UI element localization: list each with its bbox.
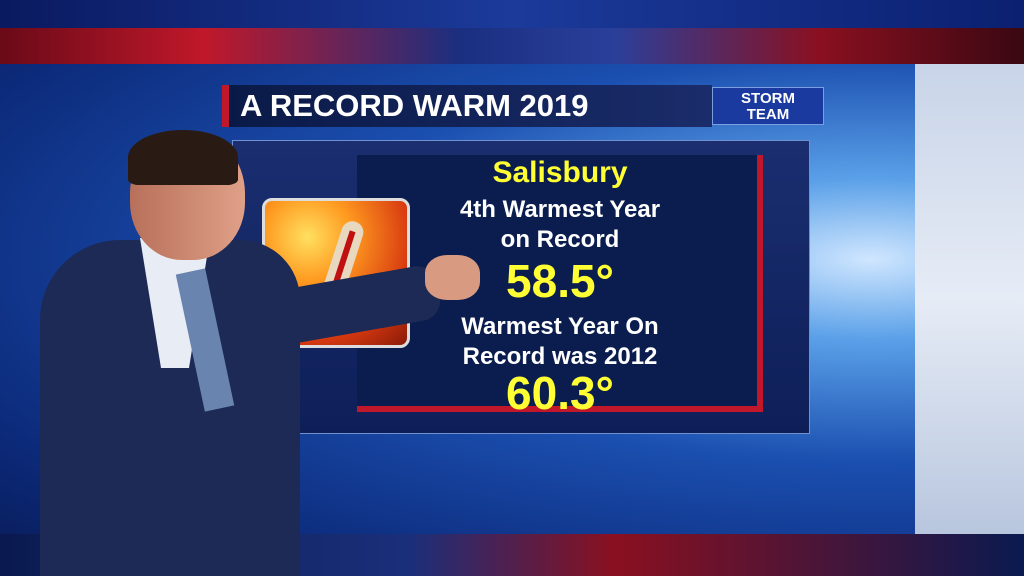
meteorologist bbox=[40, 130, 480, 576]
graphic-title: A RECORD WARM 2019 bbox=[240, 88, 589, 123]
storm-team-logo: STORM TEAM bbox=[712, 87, 824, 125]
logo-text-1: STORM bbox=[741, 90, 795, 107]
record-line-1: Warmest Year On bbox=[461, 313, 659, 340]
location-name: Salisbury bbox=[492, 156, 628, 189]
rank-line-2: on Record bbox=[500, 226, 620, 253]
logo-text-2: TEAM bbox=[746, 106, 790, 123]
record-temp: 60.3° bbox=[506, 367, 614, 419]
top-strip bbox=[0, 0, 1024, 28]
top-banner bbox=[0, 28, 1024, 64]
title-bar bbox=[222, 85, 712, 127]
record-line-2: Record was 2012 bbox=[462, 343, 658, 370]
background-panel bbox=[915, 64, 1024, 534]
avg-temp-2019: 58.5° bbox=[506, 255, 614, 307]
rank-line-1: 4th Warmest Year bbox=[459, 196, 661, 223]
